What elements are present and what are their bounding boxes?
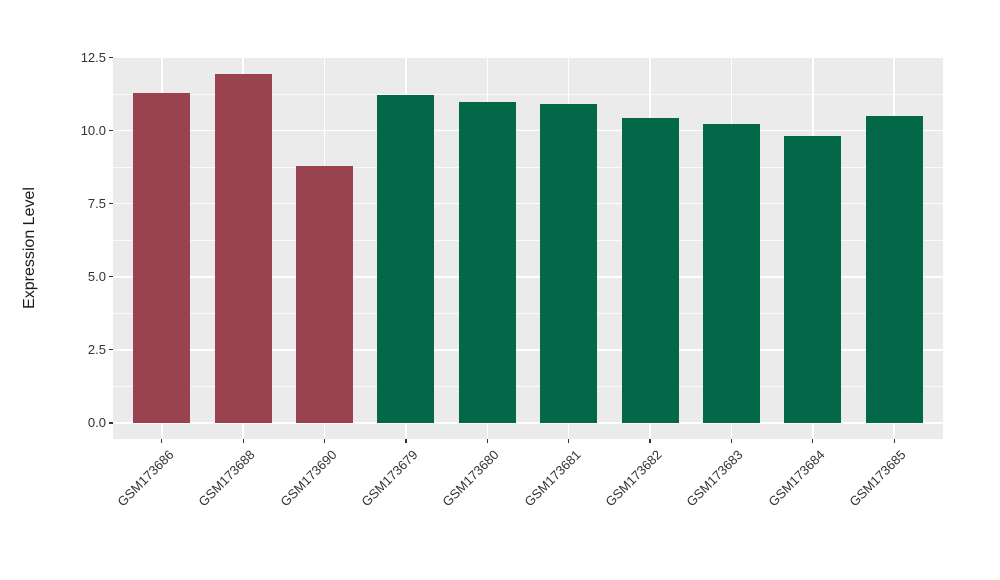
y-tick-mark (109, 422, 113, 424)
bar-GSM173688 (214, 73, 272, 423)
x-tick-label: GSM173682 (602, 447, 665, 510)
x-tick-label: GSM173679 (358, 447, 421, 510)
x-tick-mark (730, 439, 733, 443)
bar-GSM173681 (540, 104, 598, 423)
x-tick-mark (568, 439, 570, 443)
gridline-major-horizontal (113, 129, 943, 132)
x-tick-mark (893, 439, 895, 443)
y-tick-label: 2.5 (87, 342, 106, 358)
bar-GSM173683 (702, 123, 760, 423)
x-tick-mark (405, 439, 407, 443)
x-tick-label: GSM173686 (114, 447, 177, 510)
bar-GSM173680 (458, 102, 516, 423)
gridline-minor-horizontal (113, 312, 943, 314)
y-tick-mark (109, 276, 113, 278)
bar-GSM173682 (621, 118, 679, 423)
gridline-major-horizontal (113, 422, 943, 424)
bar-GSM173686 (133, 92, 191, 423)
y-tick-label: 0.0 (87, 415, 106, 431)
y-tick-mark (109, 56, 113, 59)
x-tick-mark (649, 439, 651, 443)
gridline-major-horizontal (113, 349, 943, 351)
gridline-minor-horizontal (113, 385, 943, 387)
gridline-major-horizontal (113, 202, 943, 205)
x-tick-label: GSM173688 (195, 447, 258, 510)
gridline-minor-horizontal (113, 166, 943, 168)
y-tick-mark (109, 349, 113, 351)
y-tick-label: 5.0 (87, 269, 106, 285)
gridline-minor-horizontal (113, 93, 943, 95)
y-tick-label: 7.5 (87, 196, 106, 212)
gridline-minor-horizontal (113, 239, 943, 241)
bar-GSM173679 (377, 94, 435, 423)
bar-GSM173684 (784, 135, 842, 423)
gridline-major-horizontal (113, 57, 943, 59)
bar-GSM173690 (296, 166, 354, 423)
x-tick-mark (161, 439, 163, 443)
x-tick-mark (812, 439, 814, 443)
x-tick-label: GSM173680 (439, 447, 502, 510)
x-tick-label: GSM173681 (521, 447, 584, 510)
y-tick-label: 10.0 (80, 123, 106, 139)
x-tick-mark (242, 439, 244, 443)
y-tick-mark (109, 130, 113, 132)
y-tick-mark (109, 203, 113, 205)
x-tick-label: GSM173684 (765, 447, 828, 510)
x-tick-label: GSM173690 (276, 447, 340, 510)
x-tick-mark (486, 439, 488, 443)
x-tick-label: GSM173685 (846, 447, 909, 510)
gridline-major-horizontal (113, 276, 943, 278)
x-tick-mark (323, 439, 326, 443)
x-tick-label: GSM173683 (683, 447, 747, 510)
y-tick-label: 12.5 (80, 50, 106, 66)
plot-panel (113, 57, 943, 439)
bar-GSM173685 (865, 115, 923, 423)
